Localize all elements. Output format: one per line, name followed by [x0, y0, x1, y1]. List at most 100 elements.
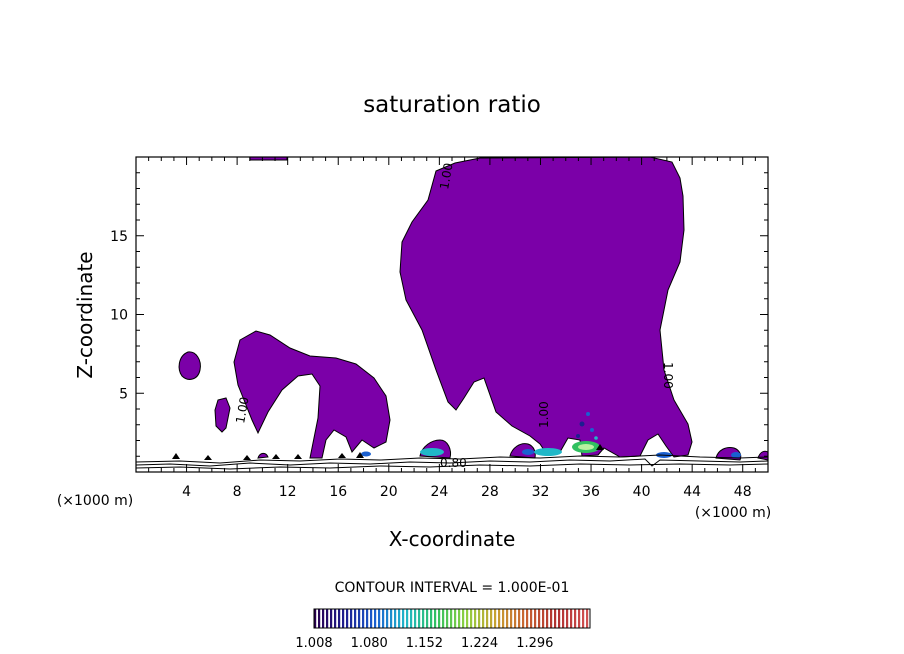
y-tick-label: 5: [119, 386, 128, 402]
colorbar-swatch: [338, 609, 341, 628]
colorbar-swatch: [378, 609, 381, 628]
colorbar-swatch: [586, 609, 589, 628]
y-tick-label: 10: [110, 308, 128, 324]
colorbar-swatch: [510, 609, 513, 628]
plot-area: 1.00 1.00 1.00 1.00 0.80: [135, 156, 769, 473]
x-tick-label: 20: [380, 484, 398, 500]
colorbar-tick-label: 1.224: [461, 636, 498, 651]
colorbar-swatch: [542, 609, 545, 628]
colorbar: [313, 608, 591, 629]
colorbar-swatch: [354, 609, 357, 628]
contour-label-surface: 0.80: [440, 456, 467, 470]
x-tick-label: 48: [734, 484, 752, 500]
x-axis-unit: (×1000 m): [695, 505, 771, 521]
colorbar-swatch: [446, 609, 449, 628]
colorbar-swatch: [426, 609, 429, 628]
colorbar-swatch: [518, 609, 521, 628]
x-tick-label: 8: [233, 484, 242, 500]
colorbar-swatch: [522, 609, 525, 628]
colorbar-swatch: [538, 609, 541, 628]
colorbar-swatch: [566, 609, 569, 628]
surface-markers: [172, 444, 604, 460]
colorbar-swatch: [370, 609, 373, 628]
colorbar-tick-label: 1.152: [406, 636, 443, 651]
colorbar-swatch: [414, 609, 417, 628]
colorbar-swatch: [342, 609, 345, 628]
colorbar-swatch: [382, 609, 385, 628]
x-tick-label: 28: [481, 484, 499, 500]
colorbar-swatch: [358, 609, 361, 628]
colorbar-swatch: [322, 609, 325, 628]
colorbar-swatch: [422, 609, 425, 628]
contour-label-left: 1.00: [233, 396, 251, 425]
colorbar-swatch: [502, 609, 505, 628]
y-axis-unit: (×1000 m): [57, 493, 133, 509]
colorbar-swatch: [326, 609, 329, 628]
contour-label-right: 1.00: [661, 362, 675, 389]
colorbar-swatch: [570, 609, 573, 628]
colorbar-swatch: [406, 609, 409, 628]
colorbar-tick-label: 1.008: [295, 636, 332, 651]
x-tick-label: 32: [532, 484, 550, 500]
contour-label-mid: 1.00: [537, 401, 551, 428]
y-tick-label: 15: [110, 229, 128, 245]
colorbar-swatch: [334, 609, 337, 628]
colorbar-swatch: [498, 609, 501, 628]
contour-label-top: 1.00: [437, 162, 455, 191]
colorbar-swatch: [314, 609, 317, 628]
colorbar-swatch: [394, 609, 397, 628]
colorbar-swatch: [494, 609, 497, 628]
supersaturated-regions: [178, 156, 769, 461]
small-blob-b: [214, 397, 231, 433]
colorbar-tick-label: 1.296: [516, 636, 553, 651]
colorbar-swatch: [346, 609, 349, 628]
mid-plume: [233, 330, 391, 459]
colorbar-swatch: [506, 609, 509, 628]
colorbar-swatch: [318, 609, 321, 628]
surface-blob-5: [257, 452, 269, 459]
surface-contours: [135, 454, 769, 470]
colorbar-swatch: [374, 609, 377, 628]
colorbar-swatch: [398, 609, 401, 628]
colorbar-swatch: [438, 609, 441, 628]
colorbar-swatch: [458, 609, 461, 628]
colorbar-swatch: [486, 609, 489, 628]
colorbar-swatch: [330, 609, 333, 628]
colorbar-tick-labels: 1.008 1.080 1.152 1.224 1.296: [295, 636, 553, 651]
colorbar-tick-label: 1.080: [351, 636, 388, 651]
colorbar-swatch: [582, 609, 585, 628]
colorbar-swatch: [410, 609, 413, 628]
colorbar-swatch: [390, 609, 393, 628]
colorbar-swatch: [546, 609, 549, 628]
y-axis-label: Z-coordinate: [73, 251, 97, 378]
large-plume: [399, 156, 693, 458]
high-saturation-pockets: [361, 412, 741, 458]
x-tick-label: 36: [582, 484, 600, 500]
x-tick-label: 4: [182, 484, 191, 500]
colorbar-swatch: [418, 609, 421, 628]
x-axis-label: X-coordinate: [389, 527, 516, 551]
colorbar-swatch: [562, 609, 565, 628]
colorbar-swatch: [462, 609, 465, 628]
small-blob-a: [178, 351, 201, 380]
colorbar-swatch: [466, 609, 469, 628]
colorbar-swatch: [534, 609, 537, 628]
x-tick-label: 12: [279, 484, 297, 500]
colorbar-swatch: [478, 609, 481, 628]
colorbar-swatch: [434, 609, 437, 628]
colorbar-swatch: [350, 609, 353, 628]
colorbar-swatch: [530, 609, 533, 628]
colorbar-swatch: [450, 609, 453, 628]
x-tick-label: 16: [329, 484, 347, 500]
colorbar-swatch: [430, 609, 433, 628]
colorbar-swatch: [558, 609, 561, 628]
colorbar-swatch: [526, 609, 529, 628]
colorbar-swatch: [554, 609, 557, 628]
colorbar-swatch: [386, 609, 389, 628]
x-tick-label: 40: [633, 484, 651, 500]
colorbar-swatch: [442, 609, 445, 628]
colorbar-swatch: [578, 609, 581, 628]
colorbar-swatch: [574, 609, 577, 628]
